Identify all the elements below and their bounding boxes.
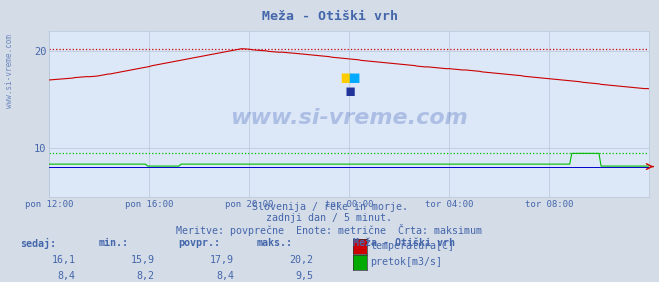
Text: 9,5: 9,5 bbox=[295, 271, 313, 281]
Text: zadnji dan / 5 minut.: zadnji dan / 5 minut. bbox=[266, 213, 393, 223]
Text: 8,2: 8,2 bbox=[137, 271, 155, 281]
Text: ▪: ▪ bbox=[347, 68, 360, 87]
Text: www.si-vreme.com: www.si-vreme.com bbox=[5, 34, 14, 107]
Text: min.:: min.: bbox=[99, 238, 129, 248]
Text: 17,9: 17,9 bbox=[210, 255, 234, 265]
Text: 20,2: 20,2 bbox=[289, 255, 313, 265]
Text: maks.:: maks.: bbox=[257, 238, 293, 248]
Text: Slovenija / reke in morje.: Slovenija / reke in morje. bbox=[252, 202, 407, 212]
Text: 15,9: 15,9 bbox=[131, 255, 155, 265]
Text: 8,4: 8,4 bbox=[58, 271, 76, 281]
Text: temperatura[C]: temperatura[C] bbox=[370, 241, 454, 251]
Text: pretok[m3/s]: pretok[m3/s] bbox=[370, 257, 442, 267]
Text: ▪: ▪ bbox=[339, 68, 353, 87]
Text: Meža - Otiški vrh: Meža - Otiški vrh bbox=[262, 10, 397, 23]
Text: 8,4: 8,4 bbox=[216, 271, 234, 281]
Text: Meritve: povprečne  Enote: metrične  Črta: maksimum: Meritve: povprečne Enote: metrične Črta:… bbox=[177, 224, 482, 236]
Text: 16,1: 16,1 bbox=[52, 255, 76, 265]
Text: www.si-vreme.com: www.si-vreme.com bbox=[231, 107, 468, 127]
Text: ▪: ▪ bbox=[344, 82, 355, 100]
Text: povpr.:: povpr.: bbox=[178, 238, 220, 248]
Text: sedaj:: sedaj: bbox=[20, 238, 56, 249]
Text: Meža - Otiški vrh: Meža - Otiški vrh bbox=[353, 238, 455, 248]
